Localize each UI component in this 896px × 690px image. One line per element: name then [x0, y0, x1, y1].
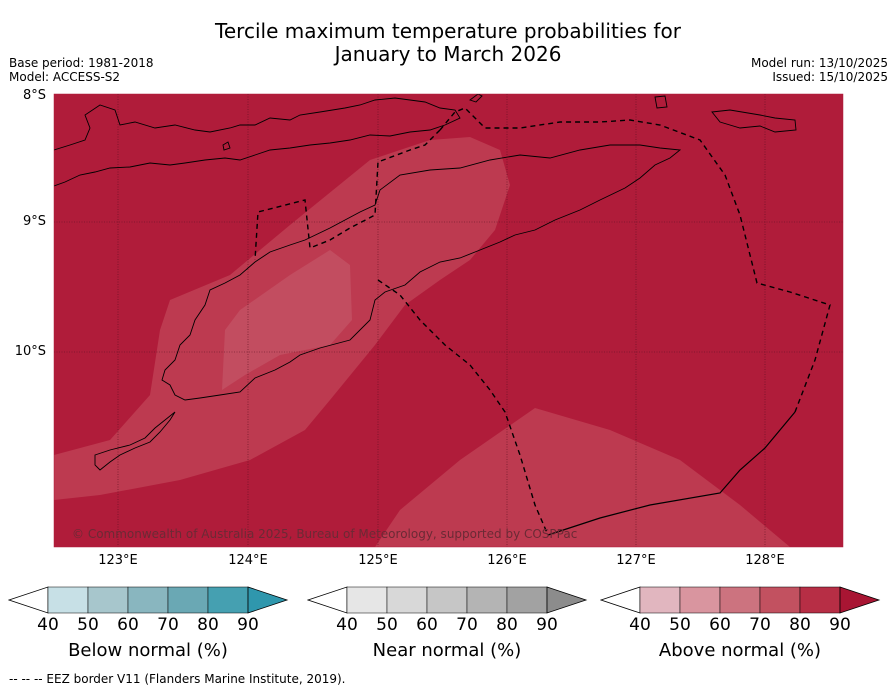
base-period: Base period: 1981-2018 [9, 56, 154, 70]
above-colorbar-segment [719, 586, 761, 614]
below-tick-label: 80 [197, 615, 219, 635]
above-colorbar-segment [639, 586, 681, 614]
below-tick-label: 40 [37, 615, 59, 635]
above-tick-label: 80 [789, 615, 811, 635]
eez-border-solid [547, 411, 796, 536]
below-colorbar-over [247, 586, 289, 614]
above-colorbar-segment [799, 586, 841, 614]
lon-label-124e: 124°E [228, 553, 268, 568]
legend-below-title: Below normal (%) [68, 640, 228, 661]
lon-label-126e: 126°E [487, 553, 527, 568]
map-title: Tercile maximum temperature probabilitie… [0, 20, 896, 66]
legend-below-colorbar [8, 586, 289, 614]
near-colorbar-segment [466, 586, 508, 614]
coast-wetar [654, 95, 668, 109]
lon-label-128e: 128°E [745, 553, 785, 568]
below-tick-label: 90 [237, 615, 259, 635]
contour-above-70-timor [222, 250, 352, 390]
near-tick-label: 50 [376, 615, 398, 635]
coast-flores-alor [54, 97, 461, 187]
legend-near-title: Near normal (%) [372, 640, 522, 661]
near-tick-label: 70 [456, 615, 478, 635]
near-colorbar-segment [506, 586, 548, 614]
above-tick-label: 90 [829, 615, 851, 635]
lat-label-9s: 9°S [22, 214, 46, 229]
meta-left: Base period: 1981-2018 Model: ACCESS-S2 [9, 56, 154, 84]
lon-label-127e: 127°E [616, 553, 656, 568]
copyright-notice: © Commonwealth of Australia 2025, Bureau… [72, 527, 578, 541]
meta-right: Model run: 13/10/2025 Issued: 15/10/2025 [751, 56, 888, 84]
coast-wetar-east [711, 109, 797, 133]
near-tick-label: 90 [536, 615, 558, 635]
near-tick-label: 40 [336, 615, 358, 635]
above-colorbar-over [839, 586, 881, 614]
below-tick-label: 60 [117, 615, 139, 635]
below-colorbar-segment [47, 586, 89, 614]
near-colorbar-segment [426, 586, 468, 614]
near-colorbar-over [546, 586, 588, 614]
lon-label-123e: 123°E [98, 553, 138, 568]
above-colorbar-segment [679, 586, 721, 614]
legend-above-colorbar [600, 586, 881, 614]
below-tick-label: 70 [157, 615, 179, 635]
below-colorbar-segment [127, 586, 169, 614]
lat-label-10s: 10°S [14, 344, 46, 359]
title-line-2: January to March 2026 [334, 42, 562, 66]
below-colorbar-segment [207, 586, 249, 614]
lat-label-8s: 8°S [22, 88, 46, 103]
near-tick-label: 60 [416, 615, 438, 635]
above-colorbar-segment [759, 586, 801, 614]
model-run: Model run: 13/10/2025 [750, 56, 888, 70]
near-colorbar-segment [346, 586, 388, 614]
graticule [54, 94, 843, 547]
issued-date: Issued: 15/10/2025 [772, 70, 888, 84]
below-tick-label: 50 [77, 615, 99, 635]
near-colorbar-under [307, 586, 348, 614]
coastlines [54, 94, 797, 471]
coast-timor [161, 144, 682, 401]
model-name: Model: ACCESS-S2 [9, 70, 121, 84]
above-tick-label: 40 [629, 615, 651, 635]
legend-above-title: Above normal (%) [658, 640, 822, 661]
below-colorbar-segment [87, 586, 129, 614]
above-tick-label: 60 [709, 615, 731, 635]
eez-footnote: -- -- -- EEZ border V11 (Flanders Marine… [9, 672, 346, 686]
below-colorbar-under [8, 586, 49, 614]
near-tick-label: 80 [496, 615, 518, 635]
contour-above-80-south [375, 408, 790, 547]
below-colorbar-segment [167, 586, 209, 614]
coast-alor-east [469, 94, 483, 103]
above-colorbar-under [600, 586, 641, 614]
near-colorbar-segment [386, 586, 428, 614]
title-line-1: Tercile maximum temperature probabilitie… [215, 19, 681, 43]
legend-near-colorbar [307, 586, 588, 614]
lon-label-125e: 125°E [358, 553, 398, 568]
above-tick-label: 70 [749, 615, 771, 635]
eez-border [254, 107, 831, 536]
coast-island-small [222, 141, 231, 151]
above-tick-label: 50 [669, 615, 691, 635]
coast-rote [94, 411, 176, 471]
